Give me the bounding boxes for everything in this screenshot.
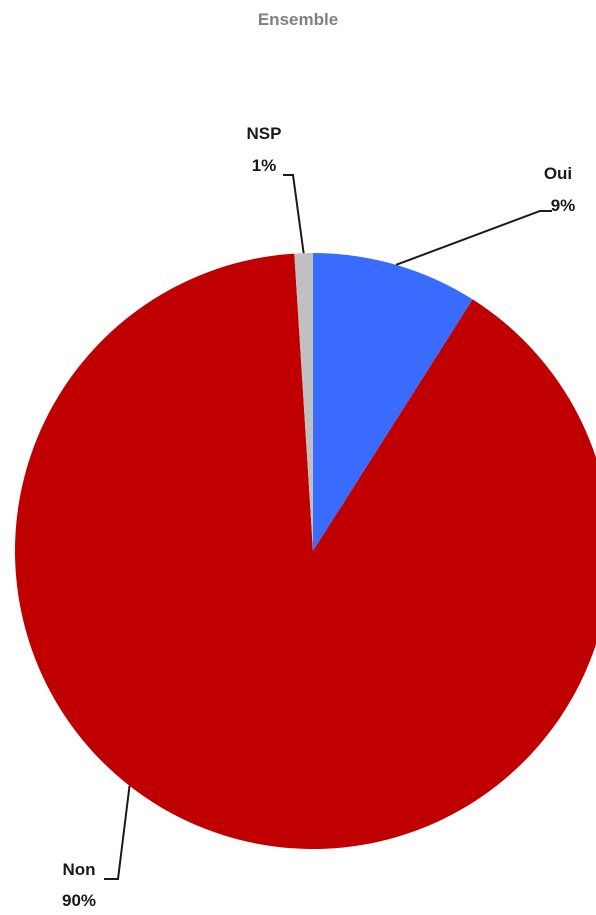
chart-title: Ensemble [257, 10, 339, 29]
pie-slice-nsp [294, 253, 313, 551]
leader-line-non [104, 785, 131, 880]
data-labels: Oui 9% Non 90% NSP 1% [62, 124, 575, 910]
pie-slice-oui [313, 253, 473, 551]
leader-line-nsp [283, 174, 305, 254]
slice-value-nsp: 1% [252, 156, 277, 175]
pie-slices [15, 253, 596, 849]
leader-lines [104, 174, 552, 880]
leader-line-oui [395, 210, 552, 266]
slice-label-nsp: NSP [247, 124, 282, 143]
slice-value-non: 90% [62, 891, 96, 910]
slice-label-non: Non [62, 860, 95, 879]
pie-slice-non [15, 253, 596, 849]
slice-label-oui: Oui [544, 164, 572, 183]
slice-value-oui: 9% [551, 196, 576, 215]
